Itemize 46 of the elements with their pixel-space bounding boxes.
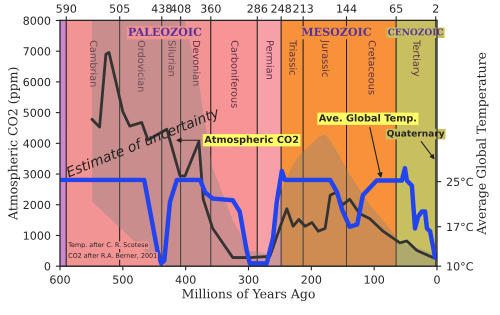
y-axis-title: Atmospheric CO2 (ppm): [8, 68, 20, 220]
annotation: MESOZOIC: [302, 28, 372, 36]
x2-tick-label: 505: [110, 4, 130, 13]
band-label: Devonian: [192, 41, 200, 86]
x2-tick-label: 590: [56, 4, 76, 13]
y-tick-label: 2000: [24, 200, 50, 210]
band-label: Carboniferous: [231, 40, 239, 108]
x2-tick-label: 360: [201, 4, 221, 13]
y2-tick-label: 25°C: [446, 178, 473, 186]
x-tick-label: 100: [364, 275, 384, 284]
band-label: Permian: [266, 41, 274, 79]
x2-tick-label: 438: [152, 4, 172, 13]
band-label: Tertiary: [411, 40, 421, 76]
y-tick-label: 3000: [24, 170, 50, 178]
band-label: Silurian: [168, 40, 176, 76]
x2-tick-label: 2: [433, 4, 438, 13]
y-tick-label: 6000: [23, 78, 50, 86]
x2-tick-label: 213: [293, 4, 313, 13]
x2-tick-label: 65: [390, 4, 402, 13]
band-label: Ordovician: [138, 40, 146, 92]
y-tick-label: 4000: [23, 139, 50, 148]
y-tick-label: 7000: [24, 47, 50, 56]
band-label: Cambrian: [90, 40, 98, 87]
y-tick-label: 0: [44, 262, 50, 271]
x-tick-label: 400: [176, 275, 196, 284]
annotation: Ave. Global Temp.: [318, 114, 416, 124]
y-tick-label: 8000: [23, 16, 50, 25]
y2-axis-title: Average Global Temperature: [476, 52, 489, 235]
y-tick-label: 1000: [24, 231, 50, 240]
y-tick-label: 5000: [24, 108, 50, 117]
annotation: PALEOZOIC: [128, 28, 202, 36]
y2-tick-label: 10°C: [447, 262, 473, 271]
x2-tick-label: 286: [248, 4, 268, 13]
x-tick-label: 0: [434, 275, 440, 284]
x2-tick-label: 408: [170, 4, 190, 13]
band-label: Triassic: [289, 40, 297, 75]
x-axis-title: Millions of Years Ago: [182, 288, 315, 302]
x-tick-label: 600: [50, 275, 70, 284]
x-tick-label: 500: [113, 275, 133, 284]
y2-tick-label: 17°C: [447, 222, 473, 232]
band-label: Jurassic: [320, 40, 330, 77]
x2-tick-label: 248: [271, 4, 292, 13]
x2-tick-label: 144: [337, 4, 356, 13]
x-tick-label: 200: [302, 275, 322, 284]
x-tick-label: 300: [238, 275, 258, 284]
band-label: Cretaceous: [368, 40, 376, 94]
